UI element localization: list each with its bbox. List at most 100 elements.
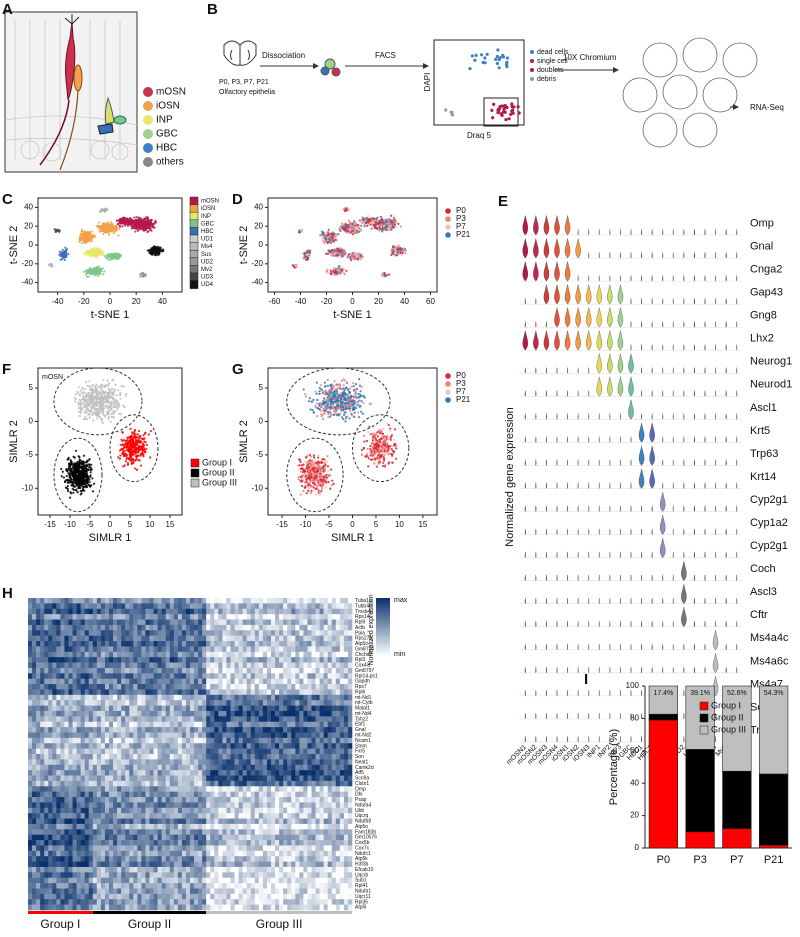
cell-point bbox=[102, 273, 105, 276]
cell-point bbox=[357, 396, 360, 399]
y-tick-label: -5 bbox=[26, 450, 34, 459]
cell-point bbox=[81, 387, 84, 390]
cell-point bbox=[101, 392, 104, 395]
cell-point bbox=[356, 223, 359, 226]
cell-point bbox=[68, 463, 71, 467]
cell-point bbox=[357, 403, 360, 406]
cell-point bbox=[139, 217, 142, 220]
cell-point bbox=[67, 471, 70, 475]
cell-point bbox=[83, 404, 87, 407]
cell-point bbox=[331, 387, 334, 391]
facs-dot bbox=[504, 62, 509, 66]
cell-point bbox=[374, 223, 377, 226]
cell-point bbox=[82, 397, 86, 401]
cell-point bbox=[113, 406, 116, 409]
y-tick-label: 0 bbox=[259, 240, 264, 249]
cell-point bbox=[79, 480, 82, 483]
legend-label: Group III bbox=[202, 477, 237, 487]
cell-point bbox=[70, 467, 74, 470]
cell-point bbox=[126, 445, 129, 448]
cell-point bbox=[301, 251, 304, 255]
facs-dot bbox=[499, 112, 503, 116]
cell-point bbox=[147, 224, 151, 228]
cell-point bbox=[140, 446, 143, 449]
cell-point bbox=[349, 410, 352, 413]
cell-point bbox=[77, 463, 80, 466]
cell-point bbox=[342, 384, 345, 387]
cell-point bbox=[142, 434, 145, 437]
cell-point bbox=[86, 417, 89, 421]
cell-point bbox=[119, 391, 122, 395]
cell-point bbox=[141, 221, 145, 225]
cell-point bbox=[152, 251, 156, 255]
legend-swatch bbox=[189, 227, 199, 236]
cell-point bbox=[393, 216, 396, 219]
cell-point bbox=[117, 223, 120, 226]
cell-point bbox=[122, 465, 125, 468]
cell-point bbox=[119, 443, 122, 447]
cell-point bbox=[379, 215, 383, 219]
y-tick-label: -10 bbox=[21, 483, 33, 492]
cell-point bbox=[108, 396, 111, 399]
cell-point bbox=[326, 384, 329, 388]
cell-point bbox=[107, 258, 110, 261]
x-axis-label: t-SNE 1 bbox=[91, 309, 130, 321]
cell-point bbox=[128, 219, 131, 223]
cell-point bbox=[104, 230, 108, 234]
cell-point bbox=[121, 447, 124, 451]
cell-point bbox=[393, 226, 396, 229]
x-tick-label: -20 bbox=[78, 297, 90, 306]
subset-label: mOSN bbox=[42, 374, 63, 381]
cell-point bbox=[77, 385, 80, 389]
cell-point bbox=[327, 228, 330, 231]
cell-point bbox=[337, 414, 340, 417]
legend-swatch bbox=[530, 50, 534, 54]
cell-point bbox=[325, 268, 329, 271]
cell-point bbox=[307, 256, 310, 259]
cell-point bbox=[141, 448, 144, 452]
legend-label: Ms4 bbox=[201, 244, 213, 250]
facs-dot bbox=[516, 105, 520, 109]
cell-point bbox=[124, 222, 127, 225]
cell-point bbox=[354, 395, 357, 399]
cell-point bbox=[87, 275, 90, 278]
cell-point bbox=[82, 237, 86, 240]
cell-point bbox=[123, 406, 126, 409]
cell-point bbox=[91, 400, 94, 404]
legend-label: Sus bbox=[201, 252, 211, 258]
cell-point bbox=[322, 237, 325, 240]
legend-label: dead cells bbox=[537, 49, 569, 56]
cell-point bbox=[369, 403, 373, 406]
cell-point bbox=[108, 409, 111, 412]
cell-point bbox=[90, 253, 94, 256]
legend-label: iOSN bbox=[156, 101, 180, 112]
cell-point bbox=[77, 472, 80, 475]
cell-point bbox=[112, 396, 115, 399]
x-tick-label: 20 bbox=[374, 297, 383, 306]
legend-label: P21 bbox=[456, 230, 471, 239]
cell-point bbox=[89, 253, 92, 256]
cell-point bbox=[325, 398, 329, 402]
cell-point bbox=[366, 220, 369, 224]
cell-point bbox=[147, 433, 150, 436]
facs-dot bbox=[509, 112, 513, 117]
cell-point bbox=[84, 415, 87, 418]
cell-point bbox=[124, 460, 127, 463]
cell-point bbox=[117, 218, 120, 222]
cell-point bbox=[97, 250, 100, 253]
facs-dot bbox=[468, 66, 472, 71]
x-tick-label: 10 bbox=[146, 520, 155, 529]
cell-point bbox=[124, 440, 127, 443]
x-axis-label: SIMLR 1 bbox=[89, 532, 132, 544]
cell-point bbox=[134, 452, 137, 455]
cell-point bbox=[127, 457, 131, 461]
cell-point bbox=[349, 231, 352, 234]
cell-point bbox=[327, 271, 330, 275]
cell-point bbox=[111, 379, 114, 382]
cell-point bbox=[119, 413, 123, 416]
cell-point bbox=[113, 403, 116, 406]
cell-point bbox=[113, 255, 116, 258]
cell-point bbox=[124, 394, 127, 397]
cell-point bbox=[92, 404, 95, 407]
cell-point bbox=[323, 240, 326, 243]
